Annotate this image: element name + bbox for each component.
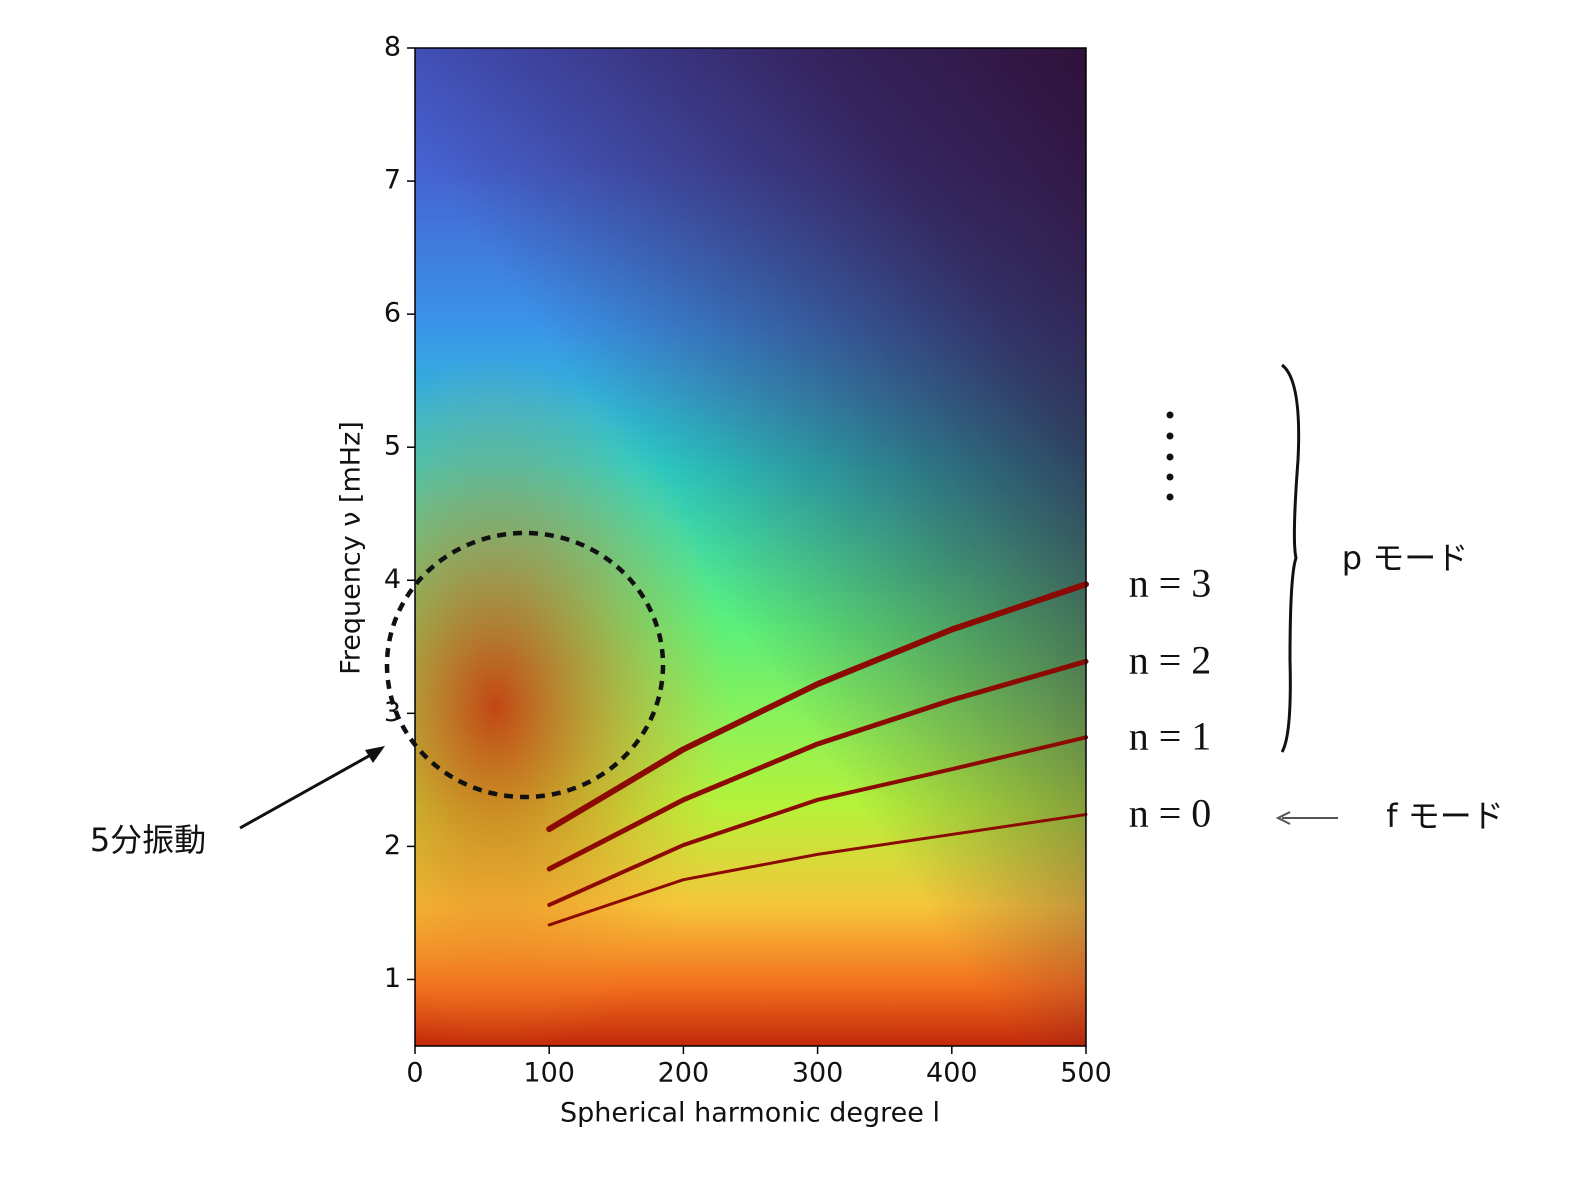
y-tick-label: 2 (384, 830, 401, 861)
x-tick-label: 200 (658, 1058, 710, 1089)
series-label: n = 0 (1129, 791, 1212, 836)
x-tick-label: 0 (406, 1058, 423, 1089)
brace (1280, 363, 1301, 753)
y-tick-label: 3 (384, 697, 401, 728)
ridge-line (547, 735, 1088, 907)
y-tick-label: 4 (384, 564, 401, 595)
y-tick-label: 7 (384, 165, 401, 196)
y-tick-label: 8 (384, 32, 401, 63)
x-tick-label: 500 (1060, 1058, 1112, 1089)
x-tick-label: 100 (523, 1058, 575, 1089)
annotation: p モード (1342, 539, 1469, 577)
ridge-line (547, 812, 1088, 927)
plot-frame (414, 47, 1087, 1047)
ridge-line (546, 658, 1089, 872)
x-axis-label: Spherical harmonic degree l (560, 1098, 940, 1129)
series-label: n = 3 (1129, 560, 1212, 605)
dashed-circle (384, 530, 666, 800)
ellipsis-dots (1166, 411, 1174, 501)
y-axis-label: Frequency ν [mHz] (336, 421, 367, 675)
annotation: 5分振動 (90, 821, 206, 859)
plot-area (415, 48, 1089, 1046)
annotation: f モード (1386, 797, 1503, 835)
x-tick-label: 400 (926, 1058, 978, 1089)
y-tick-label: 6 (384, 298, 401, 329)
arrow (239, 750, 377, 830)
ridge-line (546, 581, 1089, 833)
series-label: n = 2 (1129, 638, 1212, 683)
y-tick-label: 1 (384, 963, 401, 994)
series-label: n = 1 (1129, 713, 1212, 758)
spectrum-peak (415, 48, 1086, 1046)
arrow-head (365, 746, 385, 763)
arrow-head (1275, 811, 1291, 825)
x-tick-label: 300 (792, 1058, 844, 1089)
y-tick-label: 5 (384, 431, 401, 462)
